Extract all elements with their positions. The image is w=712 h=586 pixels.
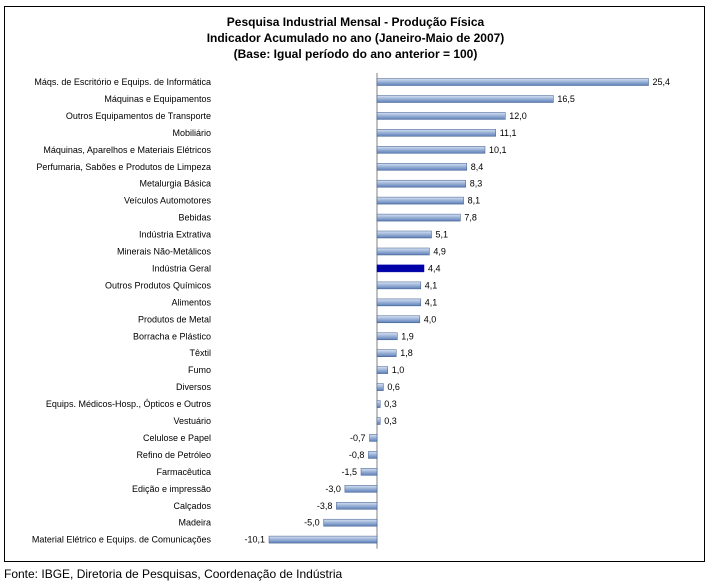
bar: [376, 315, 421, 324]
value-label: 0,6: [387, 382, 400, 392]
value-label: -10,1: [244, 535, 265, 545]
bar: [369, 434, 378, 442]
category-label: Borracha e Plástico: [133, 331, 211, 341]
bar: [376, 281, 422, 290]
value-label: 1,9: [401, 331, 414, 341]
value-label: 8,1: [468, 196, 481, 206]
bar: [376, 95, 554, 103]
value-label: 1,0: [392, 365, 405, 375]
category-label: Material Elétrico e Equips. de Comunicaç…: [32, 535, 212, 545]
category-label: Metalurgia Básica: [139, 179, 211, 189]
bar: [336, 502, 378, 510]
value-label: 4,1: [425, 297, 438, 307]
bar: [376, 129, 496, 137]
category-label: Máquinas, Aparelhos e Materiais Elétrico…: [43, 145, 211, 155]
value-label: 0,3: [384, 399, 397, 409]
value-label: 16,5: [557, 94, 575, 104]
value-label: 25,4: [653, 77, 671, 87]
value-label: 4,4: [428, 263, 441, 273]
category-labels-layer: Máqs. de Escritório e Equips. de Informá…: [32, 77, 212, 545]
bar: [360, 468, 378, 476]
category-label: Bebidas: [178, 213, 211, 223]
category-label: Máquinas e Equipamentos: [104, 94, 211, 104]
category-label: Edição e impressão: [132, 484, 211, 494]
bar: [376, 349, 397, 357]
category-label: Produtos de Metal: [138, 314, 211, 324]
bar: [376, 179, 466, 188]
category-label: Vestuário: [173, 416, 211, 426]
value-label: -0,8: [349, 450, 365, 460]
bar: [376, 78, 649, 86]
category-label: Refino de Petróleo: [136, 450, 211, 460]
category-label: Alimentos: [171, 297, 211, 307]
bar: [376, 230, 432, 239]
category-label: Mobiliário: [172, 128, 211, 138]
category-label: Celulose e Papel: [143, 433, 211, 443]
value-label: 0,3: [384, 416, 397, 426]
bar: [376, 417, 381, 425]
bar: [376, 112, 506, 120]
category-label: Calçados: [173, 501, 211, 511]
category-label: Indústria Geral: [152, 263, 211, 273]
bar: [376, 400, 381, 408]
source-note: Fonte: IBGE, Diretoria de Pesquisas, Coo…: [4, 567, 343, 581]
value-label: 5,1: [436, 230, 449, 240]
value-label: -1,5: [341, 467, 357, 477]
value-label: 4,9: [433, 247, 446, 257]
category-label: Veículos Automotores: [124, 196, 212, 206]
value-label: 4,0: [424, 314, 437, 324]
value-label: 8,3: [470, 179, 483, 189]
bar: [376, 298, 422, 307]
value-label: 10,1: [489, 145, 507, 155]
category-label: Têxtil: [189, 348, 211, 358]
category-label: Farmacêutica: [156, 467, 211, 477]
value-label: -5,0: [304, 518, 320, 528]
category-label: Fumo: [188, 365, 211, 375]
category-label: Madeira: [178, 518, 211, 528]
value-label: 11,1: [500, 128, 517, 138]
chart-title: Pesquisa Industrial Mensal - Produção Fí…: [5, 14, 706, 62]
bar: [376, 383, 384, 391]
value-labels-layer: 25,4 16,5 12,0 11,1 10,1 8,4 8,3 8,1 7,8 5,1 4,9 4,…: [244, 77, 670, 545]
category-label: Perfumaria, Sabões e Produtos de Limpeza: [36, 162, 211, 172]
bar: [376, 264, 425, 273]
category-label: Diversos: [176, 382, 212, 392]
category-label: Máqs. de Escritório e Equips. de Informá…: [34, 77, 211, 87]
bar: [376, 332, 398, 341]
bar: [376, 213, 461, 222]
bar: [376, 366, 388, 374]
value-label: 12,0: [509, 111, 527, 121]
chart-frame: Pesquisa Industrial Mensal - Produção Fí…: [4, 6, 705, 562]
value-label: 1,8: [400, 348, 413, 358]
value-label: -0,7: [350, 433, 366, 443]
bars-layer: [268, 73, 649, 549]
value-label: -3,8: [317, 501, 333, 511]
chart-title-line-2: Indicador Acumulado no ano (Janeiro-Maio…: [206, 31, 505, 45]
bar: [323, 518, 378, 527]
bar: [376, 146, 486, 154]
value-label: 8,4: [471, 162, 484, 172]
bar: [376, 247, 430, 256]
chart-title-line-3: (Base: Igual período do ano anterior = 1…: [233, 47, 478, 61]
bar: [344, 485, 378, 493]
value-label: 7,8: [464, 213, 477, 223]
category-label: Outros Produtos Químicos: [105, 280, 212, 290]
category-label: Indústria Extrativa: [139, 230, 211, 240]
value-label: 4,1: [425, 280, 438, 290]
bar-chart: Máqs. de Escritório e Equips. de Informá…: [32, 73, 670, 549]
bar: [376, 163, 468, 171]
bar: [268, 535, 378, 544]
category-label: Outros Equipamentos de Transporte: [66, 111, 211, 121]
value-label: -3,0: [325, 484, 341, 494]
category-label: Equips. Médicos-Hosp., Ópticos e Outros: [46, 399, 212, 409]
bar: [368, 451, 378, 459]
category-label: Minerais Não-Metálicos: [117, 247, 212, 257]
bar: [376, 196, 464, 205]
chart-title-line-1: Pesquisa Industrial Mensal - Produção Fí…: [226, 15, 485, 29]
